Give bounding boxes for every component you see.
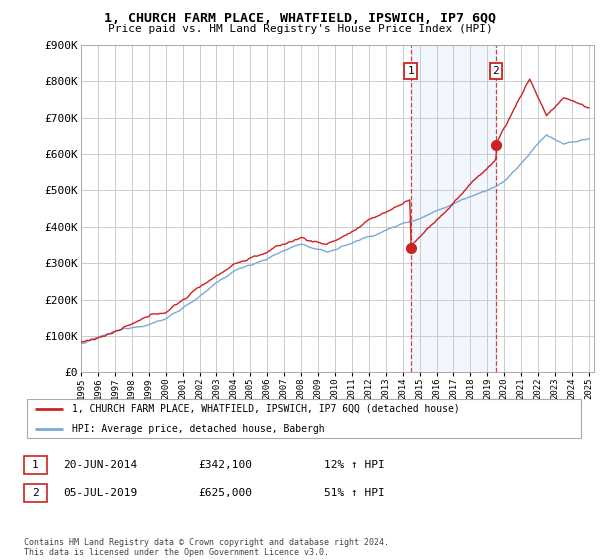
Text: 2: 2 [493, 66, 499, 76]
Text: Contains HM Land Registry data © Crown copyright and database right 2024.
This d: Contains HM Land Registry data © Crown c… [24, 538, 389, 557]
Text: 1, CHURCH FARM PLACE, WHATFIELD, IPSWICH, IP7 6QQ (detached house): 1, CHURCH FARM PLACE, WHATFIELD, IPSWICH… [71, 404, 460, 414]
Text: £625,000: £625,000 [198, 488, 252, 498]
Text: 1, CHURCH FARM PLACE, WHATFIELD, IPSWICH, IP7 6QQ: 1, CHURCH FARM PLACE, WHATFIELD, IPSWICH… [104, 12, 496, 25]
Text: 05-JUL-2019: 05-JUL-2019 [63, 488, 137, 498]
Text: HPI: Average price, detached house, Babergh: HPI: Average price, detached house, Babe… [71, 424, 325, 434]
Text: 1: 1 [407, 66, 414, 76]
Text: 12% ↑ HPI: 12% ↑ HPI [324, 460, 385, 470]
Text: Price paid vs. HM Land Registry's House Price Index (HPI): Price paid vs. HM Land Registry's House … [107, 24, 493, 34]
Text: £342,100: £342,100 [198, 460, 252, 470]
Text: 1: 1 [32, 460, 39, 470]
Text: 51% ↑ HPI: 51% ↑ HPI [324, 488, 385, 498]
Text: 20-JUN-2014: 20-JUN-2014 [63, 460, 137, 470]
Bar [410, 45, 496, 372]
Text: 2: 2 [32, 488, 39, 498]
FancyBboxPatch shape [27, 399, 581, 438]
